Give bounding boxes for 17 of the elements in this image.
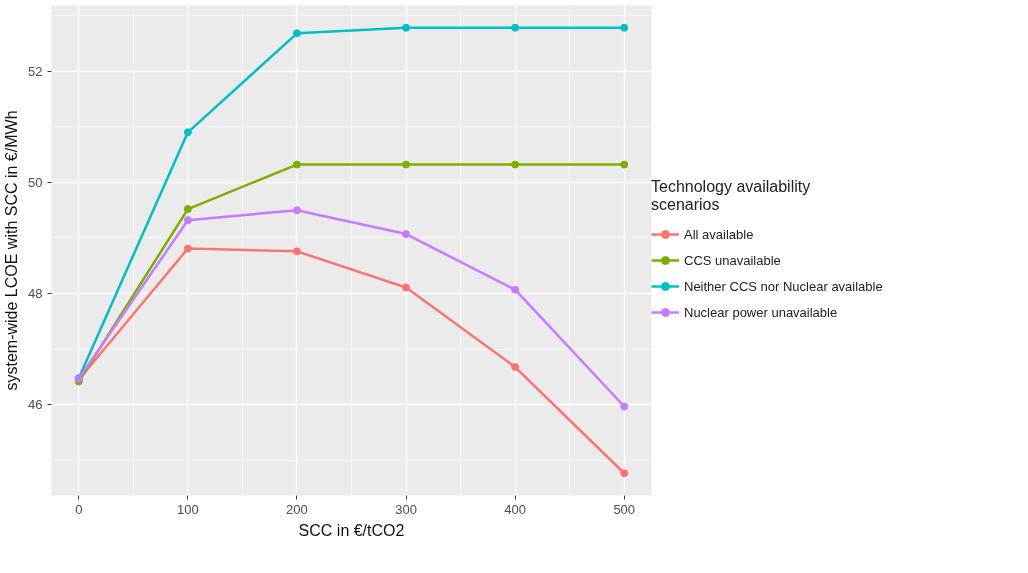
- x-tick-label: 0: [75, 501, 83, 517]
- legend-label: Nuclear power unavailable: [684, 304, 838, 320]
- legend-label: CCS unavailable: [684, 252, 781, 268]
- y-tick-label: 52: [28, 63, 43, 79]
- x-tick-label: 500: [613, 501, 636, 517]
- y-tick-label: 48: [28, 286, 43, 302]
- legend-title: Technology availability scenarios: [651, 178, 812, 214]
- x-tick-label: 200: [286, 501, 308, 517]
- x-tick-label: 100: [177, 501, 199, 517]
- x-tick-label: 300: [395, 501, 417, 517]
- x-axis-title: SCC in €/tCO2: [298, 521, 405, 539]
- x-tick-label: 400: [504, 501, 526, 517]
- y-tick-label: 50: [28, 174, 43, 190]
- y-tick-label: 46: [28, 397, 43, 413]
- y-axis-title: system-wide LCOE with SCC in €/MWh: [3, 110, 21, 391]
- legend-label: All available: [684, 226, 754, 242]
- legend-label: Neither CCS nor Nuclear available: [684, 278, 883, 294]
